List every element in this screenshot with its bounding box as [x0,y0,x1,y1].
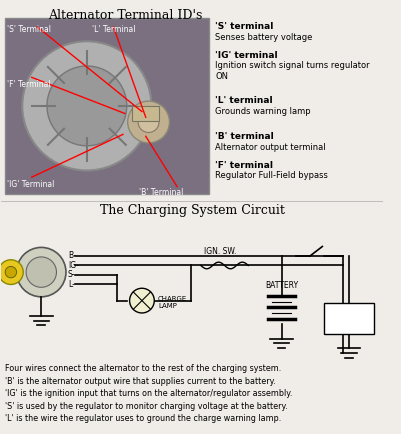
Circle shape [22,41,151,171]
Bar [132,106,159,121]
Text: Alternator Terminal ID's: Alternator Terminal ID's [48,9,202,22]
Text: IG-: IG- [68,261,79,270]
Circle shape [5,266,16,278]
Text: L-: L- [68,280,75,289]
Circle shape [16,247,66,297]
Circle shape [138,112,159,132]
Circle shape [128,101,169,143]
Bar [324,303,373,334]
Text: Senses battery voltage: Senses battery voltage [215,33,312,42]
Text: Grounds warning lamp: Grounds warning lamp [215,107,310,116]
Text: 'S' terminal: 'S' terminal [215,22,273,31]
Text: Four wires connect the alternator to the rest of the charging system.
'B' is the: Four wires connect the alternator to the… [5,364,292,423]
Text: CHARGE
LAMP: CHARGE LAMP [158,296,187,309]
Text: The Charging System Circuit: The Charging System Circuit [99,204,284,217]
Text: 'IG' terminal: 'IG' terminal [215,51,277,60]
Text: VEHICLE
LOADS: VEHICLE LOADS [334,312,363,325]
Circle shape [0,260,23,284]
Text: 'F' terminal: 'F' terminal [215,161,272,170]
Text: 'IG' Terminal: 'IG' Terminal [7,180,54,189]
Text: 'B' Terminal: 'B' Terminal [139,187,183,197]
Text: Regulator Full-Field bypass: Regulator Full-Field bypass [215,171,327,181]
Circle shape [47,66,126,146]
Text: 'L' Terminal: 'L' Terminal [91,25,135,34]
Text: 'L' terminal: 'L' terminal [215,96,272,105]
Text: 'B' terminal: 'B' terminal [215,132,273,141]
Text: BATTERY: BATTERY [264,281,298,290]
Text: Ignition switch signal turns regulator
ON: Ignition switch signal turns regulator O… [215,61,369,81]
Text: S-: S- [68,270,75,279]
Text: IGN. SW.: IGN. SW. [203,247,235,256]
Bar [5,19,209,194]
Text: 'S' Terminal: 'S' Terminal [7,25,51,34]
Circle shape [129,288,154,313]
Circle shape [26,257,56,287]
Text: 'F' Terminal: 'F' Terminal [7,80,51,89]
Text: B-: B- [68,251,75,260]
Text: Alternator output terminal: Alternator output terminal [215,143,325,152]
